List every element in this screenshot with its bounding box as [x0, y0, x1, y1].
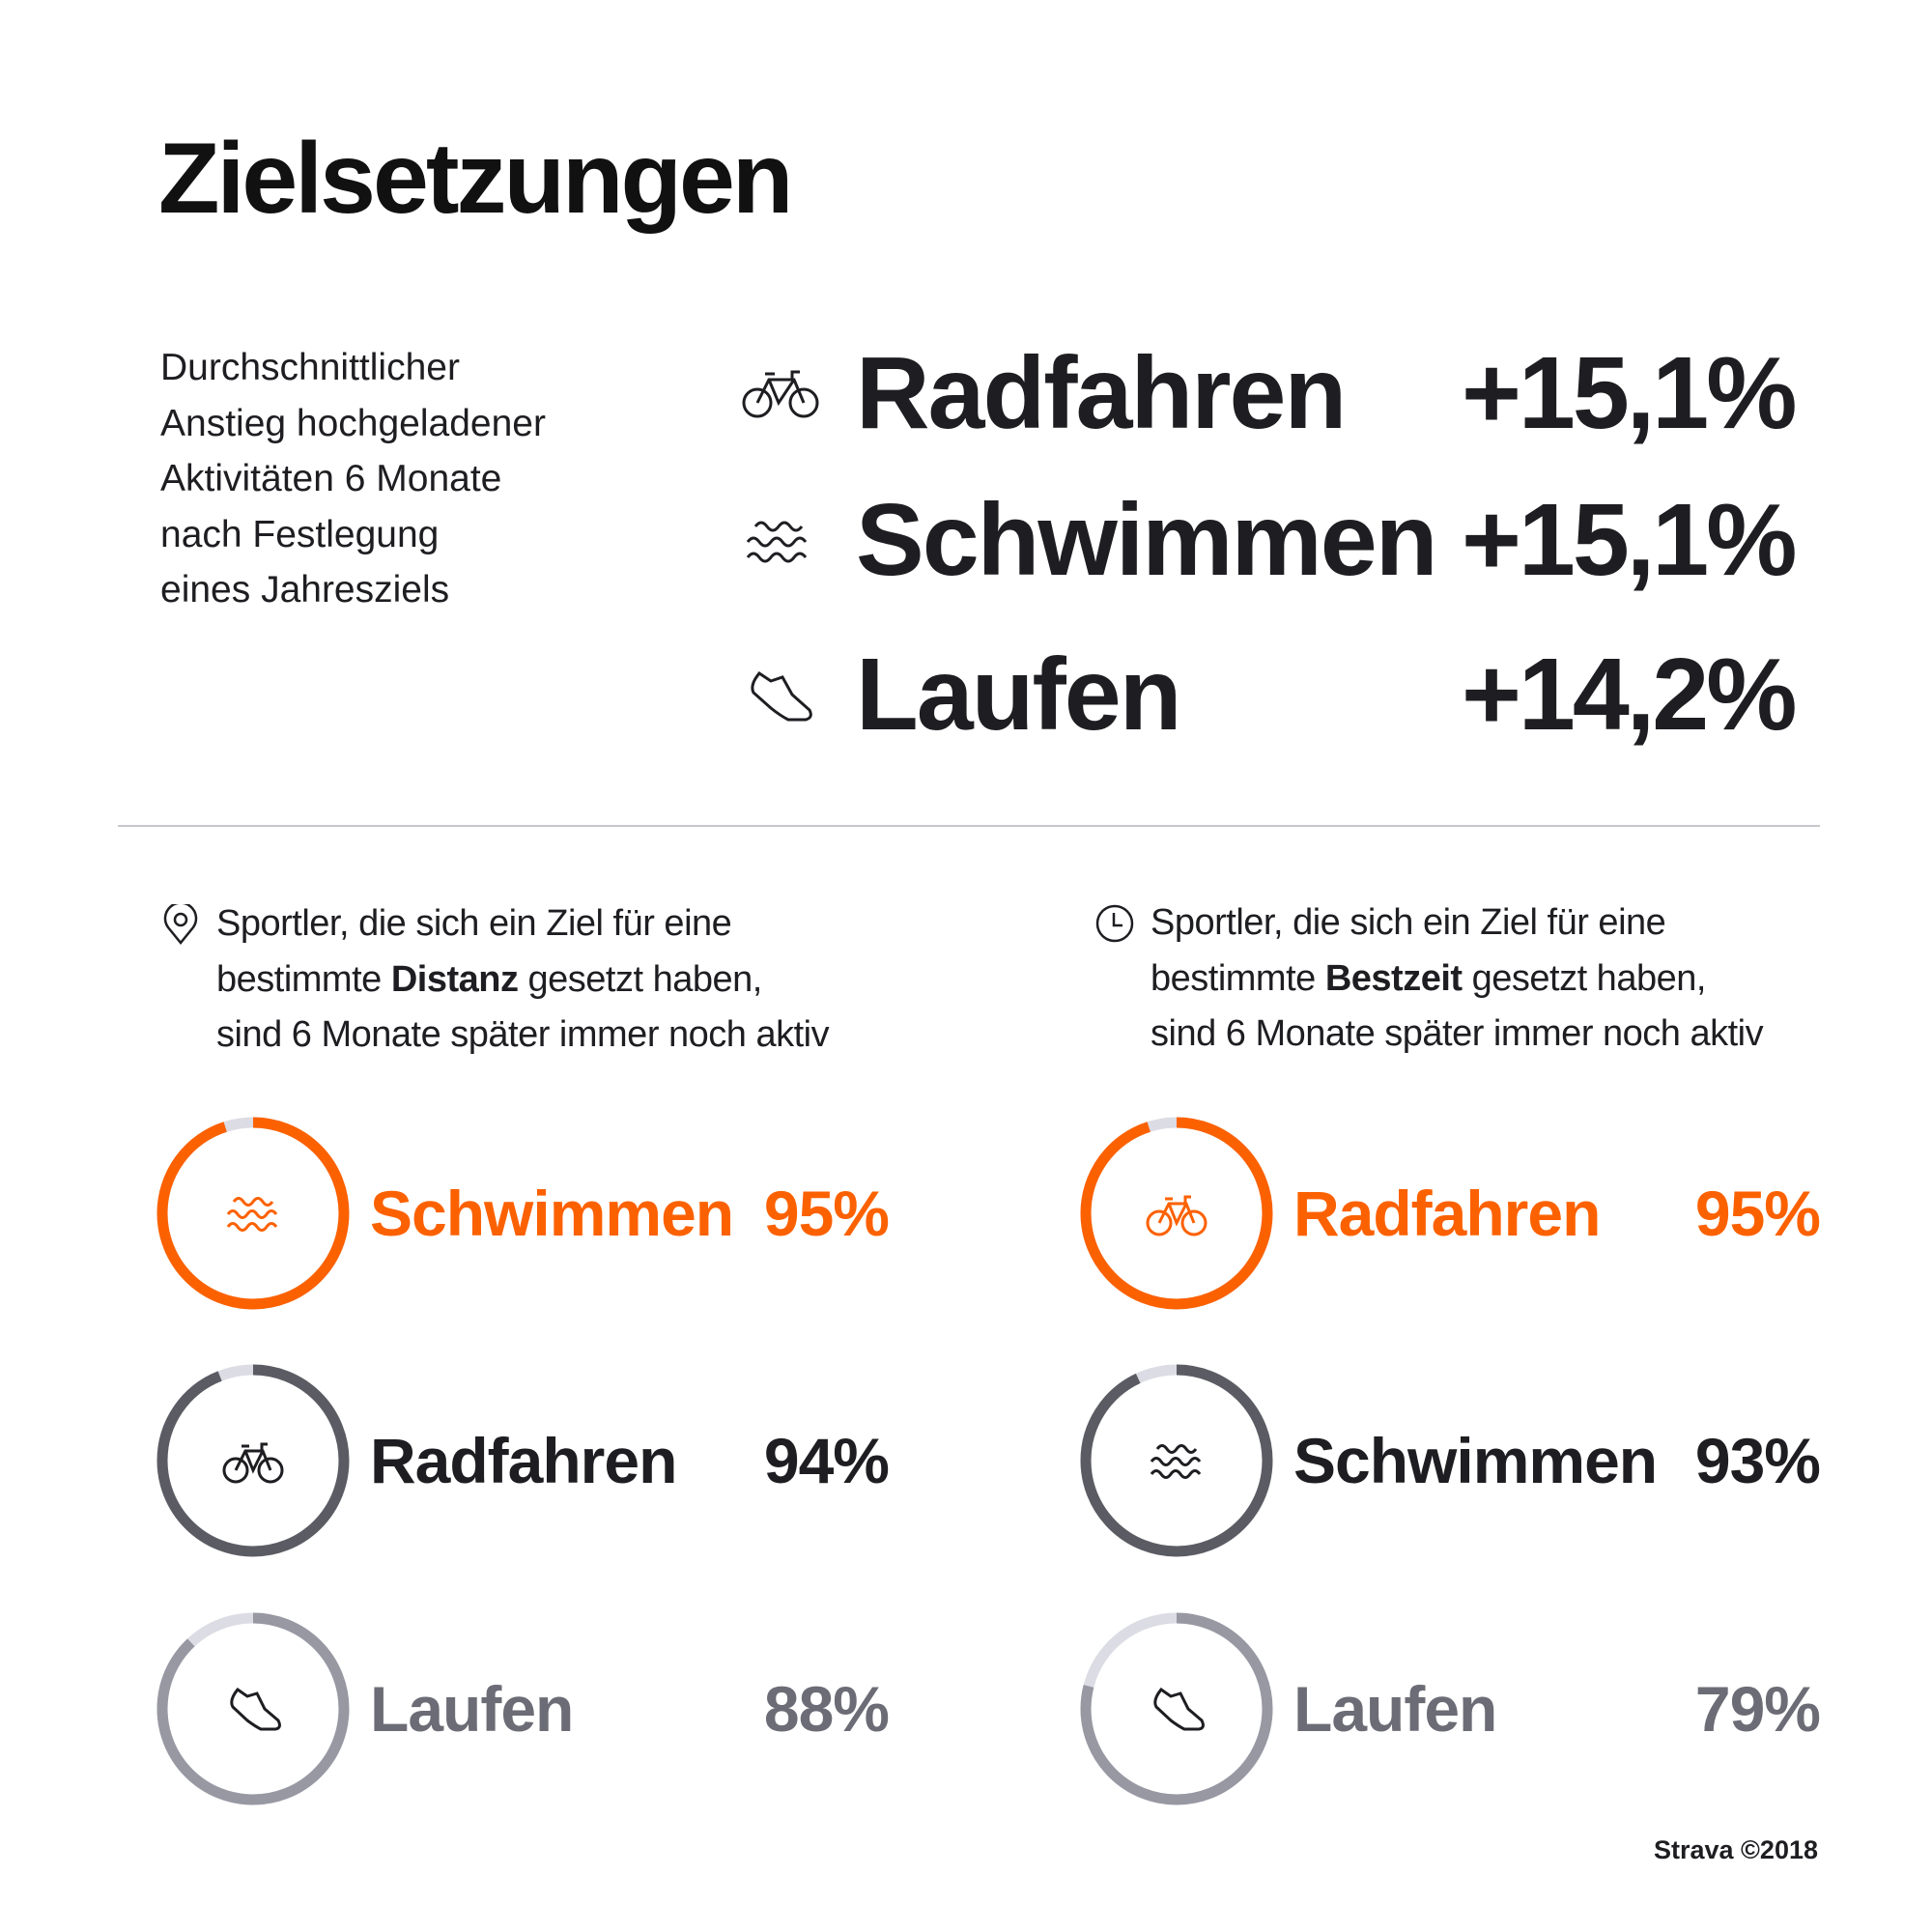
besttime-item-radfahren: Radfahren 95%: [1080, 1117, 1821, 1310]
item-value: 88%: [763, 1673, 890, 1745]
increase-row-running: Laufen +14,2%: [734, 637, 1835, 753]
increase-value: +15,1%: [1462, 483, 1797, 597]
progress-ring: [156, 1364, 350, 1557]
item-label: Schwimmen: [370, 1178, 734, 1249]
progress-ring: [156, 1612, 350, 1805]
distance-line: Sportler, die sich ein Ziel für eine: [216, 903, 732, 944]
clock-icon: [1095, 904, 1134, 943]
progress-ring: [1080, 1117, 1273, 1310]
waves-icon: [746, 521, 808, 563]
ring-fill: [1080, 1364, 1273, 1557]
besttime-item-schwimmen: Schwimmen 93%: [1080, 1364, 1821, 1557]
increase-label: Radfahren: [856, 336, 1347, 450]
item-label: Schwimmen: [1293, 1425, 1658, 1496]
bicycle-icon: [1146, 1195, 1208, 1236]
distance-item-schwimmen: Schwimmen 95%: [156, 1117, 890, 1310]
intro-line: Aktivitäten 6 Monate: [160, 458, 502, 499]
increase-value: +15,1%: [1462, 336, 1797, 450]
besttime-line: sind 6 Monate später immer noch aktiv: [1151, 1013, 1764, 1054]
item-value: 95%: [1694, 1178, 1821, 1249]
bicycle-icon: [222, 1442, 284, 1484]
item-label: Radfahren: [1293, 1178, 1601, 1249]
distance-item-laufen: Laufen 88%: [156, 1612, 890, 1805]
progress-ring: [156, 1117, 350, 1310]
bicycle-icon: [742, 370, 819, 418]
intro-line: eines Jahresziels: [160, 569, 450, 611]
text: bestimmte: [216, 958, 391, 1000]
bold-keyword: Bestzeit: [1324, 957, 1463, 999]
ring-fill: [156, 1364, 350, 1557]
ring-fill: [156, 1117, 350, 1310]
text: gesetzt haben,: [518, 958, 763, 1000]
distance-item-radfahren: Radfahren 94%: [156, 1364, 890, 1557]
divider: [118, 825, 1820, 827]
besttime-line: Sportler, die sich ein Ziel für eine: [1151, 902, 1666, 943]
increase-value: +14,2%: [1462, 638, 1797, 752]
increase-label: Schwimmen: [856, 483, 1438, 597]
shoe-icon: [751, 671, 812, 722]
shoe-icon: [1153, 1687, 1205, 1731]
besttime-item-laufen: Laufen 79%: [1080, 1612, 1821, 1805]
text: gesetzt haben,: [1462, 957, 1707, 999]
item-label: Radfahren: [370, 1425, 677, 1496]
intro-line: Durchschnittlicher: [160, 347, 460, 388]
increase-label: Laufen: [856, 638, 1181, 752]
shoe-icon: [230, 1687, 281, 1731]
distance-line: bestimmte Distanz gesetzt haben,: [216, 952, 829, 1009]
text: bestimmte: [1151, 957, 1325, 999]
progress-ring: [1080, 1364, 1273, 1557]
bold-keyword: Distanz: [390, 958, 519, 1000]
item-value: 93%: [1694, 1425, 1821, 1496]
location-pin-icon: [163, 904, 198, 945]
besttime-header: Sportler, die sich ein Ziel für eine bes…: [1095, 895, 1764, 1063]
item-value: 95%: [763, 1178, 890, 1249]
intro-line: Anstieg hochgeladener: [160, 402, 546, 444]
waves-icon: [1150, 1444, 1202, 1479]
progress-ring: [1080, 1612, 1273, 1805]
ring-fill: [1080, 1612, 1273, 1805]
increase-row-swimming: Schwimmen +15,1%: [734, 482, 1835, 598]
page-title: Zielsetzungen: [158, 123, 793, 235]
ring-fill: [156, 1612, 350, 1805]
distance-line: sind 6 Monate später immer noch aktiv: [216, 1014, 830, 1055]
ring-fill: [1080, 1117, 1273, 1310]
distance-header: Sportler, die sich ein Ziel für eine bes…: [163, 896, 830, 1064]
waves-icon: [226, 1197, 278, 1232]
besttime-line: bestimmte Bestzeit gesetzt haben,: [1151, 952, 1763, 1008]
item-value: 79%: [1694, 1673, 1821, 1745]
increase-row-cycling: Radfahren +15,1%: [734, 335, 1835, 451]
intro-text: Durchschnittlicher Anstieg hochgeladener…: [160, 340, 663, 618]
item-value: 94%: [763, 1425, 890, 1496]
intro-line: nach Festlegung: [160, 513, 440, 555]
item-label: Laufen: [1293, 1673, 1497, 1745]
item-label: Laufen: [370, 1673, 574, 1745]
copyright: Strava ©2018: [1653, 1835, 1818, 1864]
